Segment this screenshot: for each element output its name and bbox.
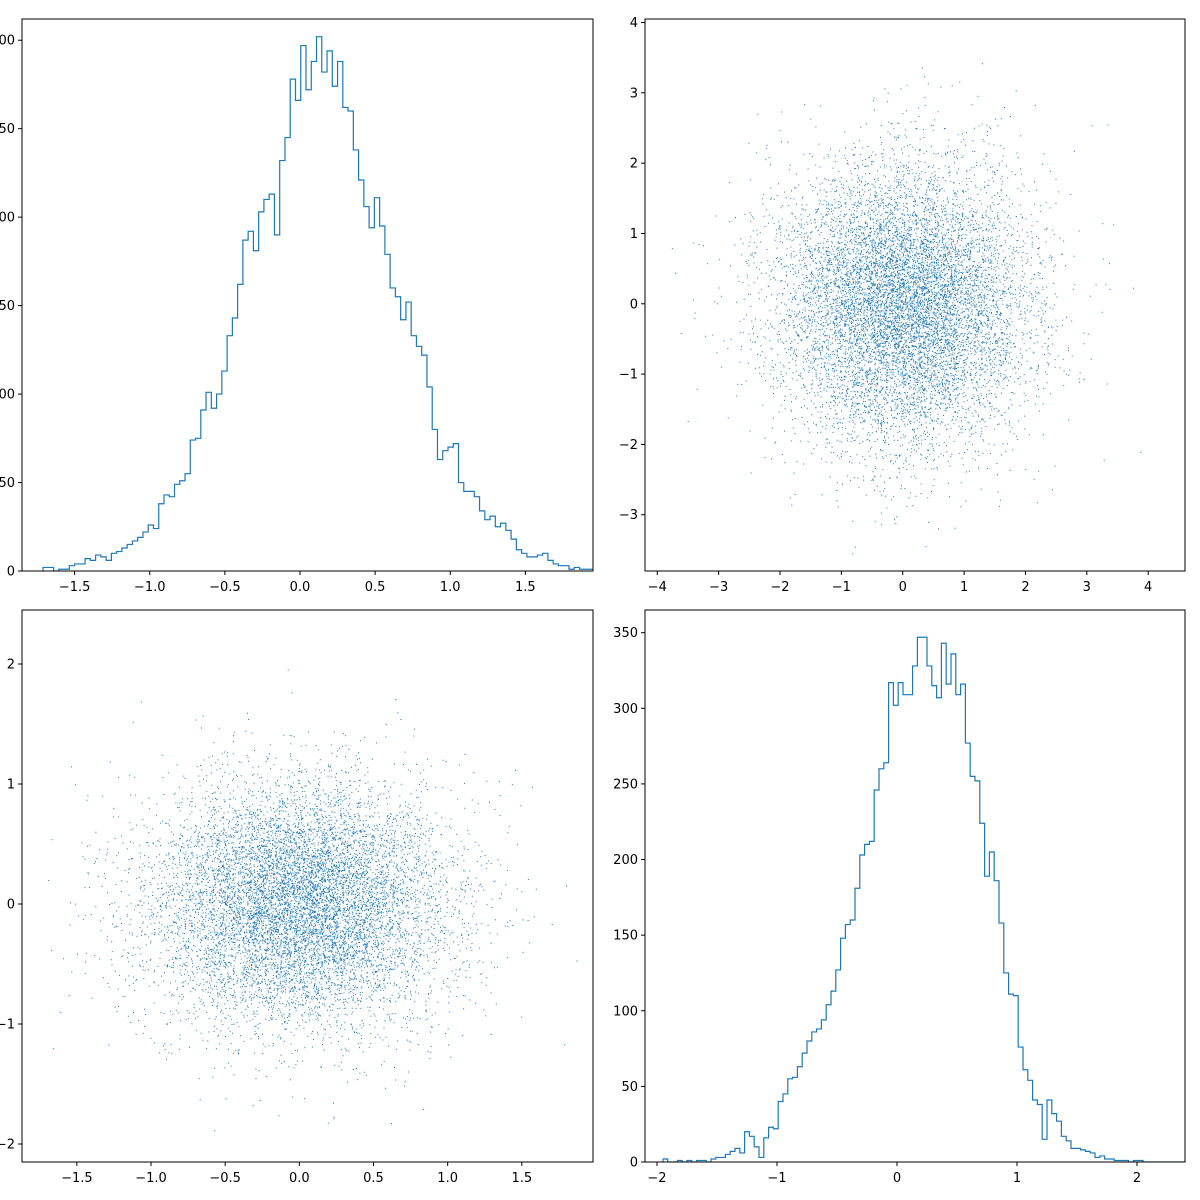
histogram-bottom-right: −2 −1 0 1 2 0 50 100 150 200 250 300 350 bbox=[613, 609, 1186, 1186]
axes-frame bbox=[644, 18, 1186, 572]
axes-frame bbox=[21, 609, 594, 1163]
y-tick-label: 0 bbox=[7, 565, 15, 580]
x-tick-label: −2 bbox=[770, 580, 789, 595]
plot-area bbox=[42, 36, 593, 571]
x-tick-label: 1 bbox=[1013, 1171, 1021, 1186]
x-tick-label: 0 bbox=[893, 1171, 901, 1186]
plot-area bbox=[671, 63, 1142, 555]
x-tick-label: 2 bbox=[1133, 1171, 1141, 1186]
x-tick-label: −1.5 bbox=[59, 580, 91, 595]
y-tick-label: 0 bbox=[630, 297, 638, 312]
y-tick-label: −2 bbox=[619, 438, 638, 453]
x-tick-label: −1.0 bbox=[135, 1171, 167, 1186]
y-tick-label: 100 bbox=[613, 1004, 638, 1019]
x-tick-label: 1.0 bbox=[440, 580, 461, 595]
y-tick-label: 2 bbox=[7, 658, 15, 673]
plot-area bbox=[48, 669, 578, 1132]
x-tick-label: −0.5 bbox=[209, 1171, 241, 1186]
x-tick-label: 4 bbox=[1144, 580, 1152, 595]
y-tick-label: 0 bbox=[7, 898, 15, 913]
axes-frame bbox=[644, 609, 1186, 1163]
y-tick-label: 250 bbox=[0, 122, 15, 137]
histogram-step-line bbox=[42, 36, 593, 571]
x-tick-label: −0.5 bbox=[209, 580, 241, 595]
x-tick-label: 2 bbox=[1021, 580, 1029, 595]
x-tick-label: 1.0 bbox=[437, 1171, 458, 1186]
plot-area bbox=[662, 636, 1185, 1162]
scatter-bottom-left: −1.5 −1.0 −0.5 0.0 0.5 1.0 1.5 −2 −1 0 1 2 bbox=[0, 609, 594, 1186]
x-tick-label: 0.0 bbox=[290, 580, 311, 595]
x-tick-label: −1.0 bbox=[134, 580, 166, 595]
y-tick-label: 3 bbox=[630, 86, 638, 101]
y-tick-label: −2 bbox=[0, 1138, 15, 1153]
y-tick-label: −1 bbox=[619, 368, 638, 383]
y-tick-label: 1 bbox=[630, 227, 638, 242]
x-tick-label: 3 bbox=[1083, 580, 1091, 595]
y-tick-label: 300 bbox=[0, 34, 15, 49]
y-tick-label: 300 bbox=[613, 702, 638, 717]
x-tick-label: −1 bbox=[767, 1171, 786, 1186]
y-tick-label: 250 bbox=[613, 777, 638, 792]
x-tick-label: 0 bbox=[899, 580, 907, 595]
x-tick-label: 0.5 bbox=[365, 580, 386, 595]
x-tick-label: 1.5 bbox=[515, 580, 536, 595]
x-tick-label: −4 bbox=[648, 580, 667, 595]
x-tick-label: 0.5 bbox=[363, 1171, 384, 1186]
y-tick-label: 200 bbox=[613, 853, 638, 868]
x-tick-label: −3 bbox=[709, 580, 728, 595]
scatter-points bbox=[671, 63, 1142, 555]
histogram-top-left: −1.5 −1.0 −0.5 0.0 0.5 1.0 1.5 0 50 100 150 200 250 3… bbox=[0, 18, 594, 595]
y-tick-label: 50 bbox=[0, 476, 15, 491]
x-tick-label: 1.5 bbox=[511, 1171, 532, 1186]
y-tick-label: 1 bbox=[7, 778, 15, 793]
x-tick-label: −2 bbox=[647, 1171, 666, 1186]
axes-frame bbox=[21, 18, 594, 572]
x-tick-label: 0.0 bbox=[289, 1171, 310, 1186]
x-tick-label: 1 bbox=[960, 580, 968, 595]
x-tick-label: −1 bbox=[832, 580, 851, 595]
x-tick-label: −1.5 bbox=[61, 1171, 93, 1186]
y-tick-label: 150 bbox=[0, 299, 15, 314]
scatter-top-right: −4 −3 −2 −1 0 1 2 3 4 −3 −2 −1 0 1 2 3 4 bbox=[619, 16, 1186, 595]
y-tick-label: 150 bbox=[613, 929, 638, 944]
y-tick-label: −3 bbox=[619, 508, 638, 523]
y-tick-label: 4 bbox=[630, 16, 638, 31]
histogram-step-line bbox=[662, 636, 1185, 1162]
y-tick-label: 50 bbox=[621, 1080, 638, 1095]
y-tick-label: 2 bbox=[630, 157, 638, 172]
scatter-points bbox=[48, 669, 578, 1132]
y-tick-label: 200 bbox=[0, 211, 15, 226]
y-tick-label: 350 bbox=[613, 626, 638, 641]
y-tick-label: 0 bbox=[630, 1156, 638, 1171]
y-tick-label: −1 bbox=[0, 1018, 15, 1033]
y-tick-label: 100 bbox=[0, 388, 15, 403]
